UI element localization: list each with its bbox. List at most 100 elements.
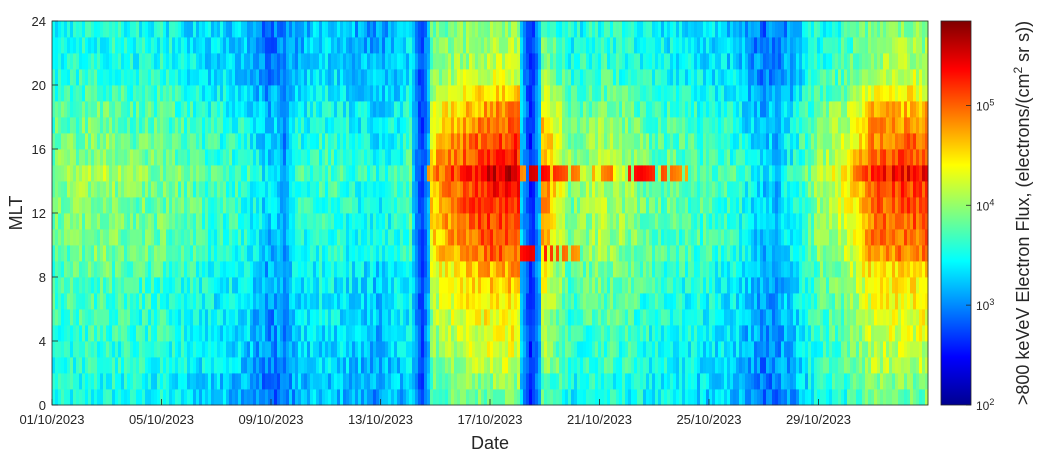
heatmap-cell	[748, 229, 752, 246]
heatmap-cell	[181, 165, 185, 182]
heatmap-cell	[484, 325, 488, 342]
heatmap-cell	[178, 229, 182, 246]
heatmap-cell	[541, 149, 545, 166]
heatmap-cell	[520, 197, 524, 214]
heatmap-cell	[613, 213, 617, 230]
heatmap-cell	[412, 293, 416, 310]
heatmap-cell	[682, 277, 686, 294]
heatmap-cell	[265, 245, 269, 262]
heatmap-cell	[352, 261, 356, 278]
heatmap-cell	[529, 261, 533, 278]
heatmap-cell	[769, 133, 773, 150]
heatmap-cell	[376, 293, 380, 310]
heatmap-cell	[361, 245, 365, 262]
heatmap-cell	[103, 149, 107, 166]
heatmap-cell	[664, 213, 668, 230]
heatmap-cell	[397, 277, 401, 294]
heatmap-cell	[376, 373, 380, 390]
heatmap-cell	[607, 213, 611, 230]
heatmap-cell	[124, 213, 128, 230]
heatmap-cell	[262, 165, 266, 182]
heatmap-cell	[373, 293, 377, 310]
heatmap-cell	[535, 325, 539, 342]
heatmap-cell	[604, 149, 608, 166]
heatmap-cell	[151, 181, 155, 198]
heatmap-cell	[148, 325, 152, 342]
heatmap-cell	[154, 213, 158, 230]
heatmap-cell	[880, 277, 884, 294]
heatmap-cell	[436, 149, 440, 166]
heatmap-cell	[130, 293, 134, 310]
heatmap-cell	[658, 293, 662, 310]
heatmap-cell	[823, 341, 827, 358]
heatmap-cell	[289, 245, 293, 262]
heatmap-cell	[427, 341, 431, 358]
heatmap-cell	[736, 293, 740, 310]
heatmap-cell	[73, 357, 77, 374]
heatmap-cell	[346, 325, 350, 342]
heatmap-cell	[721, 133, 725, 150]
heatmap-cell	[253, 149, 257, 166]
heatmap-cell	[367, 245, 371, 262]
heatmap-cell	[397, 325, 401, 342]
heatmap-cell	[217, 325, 221, 342]
heatmap-cell	[841, 261, 845, 278]
heatmap-cell	[127, 261, 131, 278]
heatmap-cell	[328, 293, 332, 310]
heatmap-cell	[388, 357, 392, 374]
heatmap-cell	[307, 245, 311, 262]
heatmap-cell	[73, 149, 77, 166]
heatmap-cell	[619, 293, 623, 310]
heatmap-cell	[580, 213, 584, 230]
heatmap-cell	[379, 325, 383, 342]
heatmap-cell	[664, 229, 668, 246]
heatmap-cell	[763, 309, 767, 326]
heatmap-cell	[331, 229, 335, 246]
heatmap-cell	[649, 373, 653, 390]
heatmap-cell	[541, 213, 545, 230]
heatmap-cell	[259, 277, 263, 294]
heatmap-cell	[307, 149, 311, 166]
heatmap-cell	[757, 245, 761, 262]
heatmap-cell	[286, 261, 290, 278]
heatmap-cell	[673, 341, 677, 358]
heatmap-cell	[697, 213, 701, 230]
heatmap-cell	[199, 197, 203, 214]
heatmap-cell	[610, 229, 614, 246]
heatmap-cell	[64, 389, 68, 406]
heatmap-cell	[649, 293, 653, 310]
heatmap-cell	[253, 277, 257, 294]
heatmap-cell	[556, 389, 560, 406]
heatmap-cell	[310, 309, 314, 326]
heatmap-cell	[226, 309, 230, 326]
heatmap-cell	[601, 389, 605, 406]
heatmap-cell	[319, 261, 323, 278]
heatmap-cell	[637, 373, 641, 390]
heatmap-cell	[862, 357, 866, 374]
heatmap-cell	[52, 117, 56, 134]
heatmap-cell	[268, 293, 272, 310]
heatmap-cell	[385, 373, 389, 390]
heatmap-cell	[214, 293, 218, 310]
heatmap-cell	[466, 277, 470, 294]
heatmap-cell	[466, 165, 470, 182]
heatmap-cell	[445, 373, 449, 390]
heatmap-cell	[517, 293, 521, 310]
heatmap-cell	[547, 325, 551, 342]
heatmap-cell	[457, 309, 461, 326]
heatmap-cell	[277, 229, 281, 246]
heatmap-cell	[142, 133, 146, 150]
heatmap-cell	[883, 197, 887, 214]
heatmap-cell	[694, 165, 698, 182]
heatmap-cell	[793, 357, 797, 374]
heatmap-cell	[109, 165, 113, 182]
heatmap-cell	[325, 181, 329, 198]
heatmap-cell	[832, 229, 836, 246]
heatmap-cell	[403, 277, 407, 294]
heatmap-cell	[505, 373, 509, 390]
heatmap-cell	[853, 325, 857, 342]
heatmap-cell	[76, 117, 80, 134]
heatmap-cell	[346, 197, 350, 214]
heatmap-cell	[250, 261, 254, 278]
heatmap-cell	[154, 293, 158, 310]
